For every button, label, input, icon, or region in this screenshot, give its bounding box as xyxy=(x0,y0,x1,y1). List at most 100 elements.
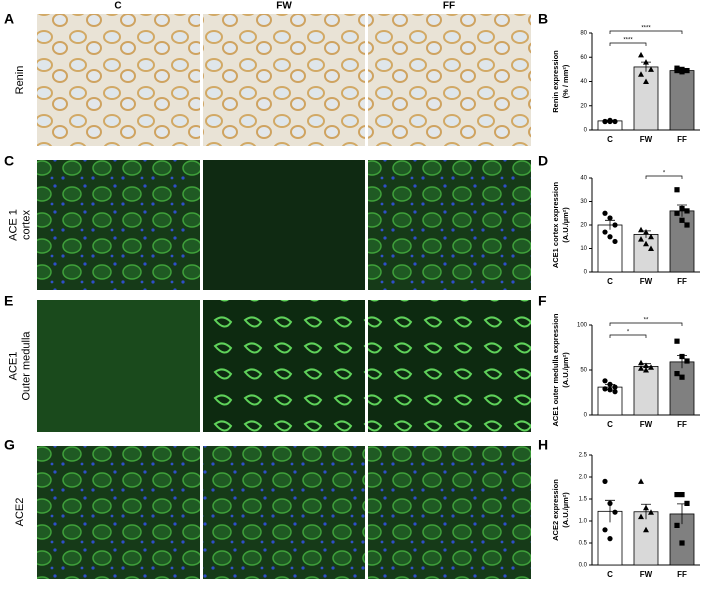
y-axis-label: (% / mm²) xyxy=(561,64,570,98)
bar xyxy=(597,224,623,273)
row-label: ACE 1 xyxy=(7,209,19,241)
significance-label: **** xyxy=(623,38,633,44)
micrograph xyxy=(203,300,365,432)
panel-letter: B xyxy=(538,11,548,27)
data-point xyxy=(679,353,685,360)
row-label: Outer medulla xyxy=(20,331,32,401)
significance-label: ** xyxy=(644,318,649,324)
data-point xyxy=(638,236,644,242)
data-point xyxy=(648,66,654,72)
x-tick-label: C xyxy=(607,570,613,579)
bar xyxy=(669,361,695,416)
y-axis-label: Renin expression xyxy=(551,50,560,113)
row-label: Renin xyxy=(14,66,26,95)
data-point xyxy=(643,504,649,511)
y-tick-label: 40 xyxy=(580,79,587,85)
panel-letter: H xyxy=(538,437,548,453)
data-point xyxy=(643,59,649,65)
panel-letter: F xyxy=(538,293,547,309)
data-point xyxy=(607,500,613,506)
y-tick-label: 0.5 xyxy=(579,541,588,547)
micrograph xyxy=(368,300,531,432)
data-point xyxy=(602,118,608,125)
y-tick-label: 0 xyxy=(584,128,588,134)
data-point xyxy=(648,364,654,370)
data-point xyxy=(607,117,613,123)
bar xyxy=(633,66,659,131)
data-point xyxy=(602,378,608,384)
x-tick-label: FW xyxy=(640,135,653,144)
micrograph xyxy=(368,446,531,579)
data-point xyxy=(638,359,644,366)
data-point xyxy=(643,362,649,368)
data-point xyxy=(679,492,685,498)
data-point xyxy=(643,78,649,84)
y-tick-label: 80 xyxy=(580,31,587,37)
micrograph xyxy=(37,160,200,290)
data-point xyxy=(612,222,618,228)
data-point xyxy=(638,365,644,371)
micrograph xyxy=(37,14,200,146)
significance-bracket xyxy=(609,30,683,34)
data-point xyxy=(648,245,654,251)
micrograph xyxy=(37,300,200,432)
data-point xyxy=(674,371,680,377)
y-axis-label: (A.U./µm²) xyxy=(561,207,570,243)
data-point xyxy=(602,210,608,216)
data-point xyxy=(612,238,618,245)
x-tick-label: FW xyxy=(640,420,653,429)
data-point xyxy=(643,229,649,235)
y-axis-label: ACE2 expression xyxy=(551,479,560,541)
data-point xyxy=(679,205,685,212)
x-tick-label: FF xyxy=(677,420,687,429)
data-point xyxy=(607,234,613,240)
y-tick-label: 0 xyxy=(584,413,588,419)
data-point xyxy=(679,374,685,380)
bar xyxy=(669,70,695,131)
x-tick-label: C xyxy=(607,420,613,429)
data-point xyxy=(674,210,680,216)
data-point xyxy=(674,492,680,498)
panel-letter: C xyxy=(4,153,14,169)
y-axis-label: (A.U./µm²) xyxy=(561,492,570,528)
data-point xyxy=(607,381,613,387)
column-header: C xyxy=(114,1,121,12)
significance-label: **** xyxy=(641,26,651,32)
x-tick-label: FF xyxy=(677,570,687,579)
data-point xyxy=(674,67,680,74)
y-tick-label: 10 xyxy=(580,246,587,252)
micrograph xyxy=(203,14,365,146)
bar xyxy=(633,511,659,566)
data-point xyxy=(638,226,644,233)
data-point xyxy=(684,67,690,74)
micrograph xyxy=(37,446,200,579)
data-point xyxy=(643,526,649,533)
row-label: ACE2 xyxy=(14,498,26,527)
y-tick-label: 2.5 xyxy=(579,453,588,459)
y-axis-label: ACE1 cortex expression xyxy=(551,181,560,268)
data-point xyxy=(684,500,690,506)
y-axis-label: (A.U./µm²) xyxy=(561,352,570,388)
data-point xyxy=(602,386,608,392)
data-point xyxy=(602,229,608,235)
row-label: cortex xyxy=(20,210,32,240)
data-point xyxy=(679,540,685,546)
micrograph xyxy=(368,14,531,146)
significance-bracket xyxy=(645,175,683,179)
x-tick-label: FW xyxy=(640,277,653,286)
data-point xyxy=(684,222,690,228)
significance-label: * xyxy=(663,171,666,177)
significance-bracket xyxy=(609,334,647,338)
significance-bracket xyxy=(609,322,683,326)
x-tick-label: FF xyxy=(677,277,687,286)
data-point xyxy=(607,215,613,221)
y-tick-label: 100 xyxy=(577,323,588,329)
y-tick-label: 1.0 xyxy=(579,519,588,525)
data-point xyxy=(638,478,644,484)
data-point xyxy=(643,240,649,247)
column-header: FF xyxy=(443,1,455,12)
column-header: FW xyxy=(276,1,292,12)
data-point xyxy=(612,509,618,515)
data-point xyxy=(638,51,644,58)
